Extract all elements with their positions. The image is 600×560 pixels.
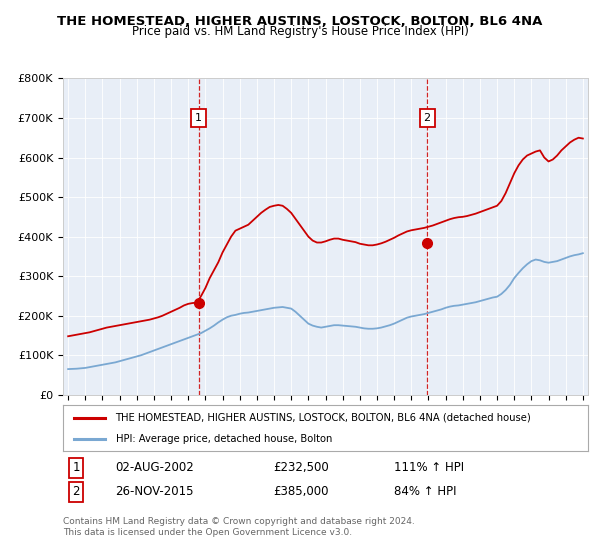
Text: 02-AUG-2002: 02-AUG-2002 bbox=[115, 461, 194, 474]
Text: £385,000: £385,000 bbox=[273, 486, 329, 498]
Text: 2: 2 bbox=[424, 113, 431, 123]
Text: 2: 2 bbox=[73, 486, 80, 498]
Text: Price paid vs. HM Land Registry's House Price Index (HPI): Price paid vs. HM Land Registry's House … bbox=[131, 25, 469, 38]
Text: This data is licensed under the Open Government Licence v3.0.: This data is licensed under the Open Gov… bbox=[63, 528, 352, 536]
Text: 84% ↑ HPI: 84% ↑ HPI bbox=[394, 486, 456, 498]
Text: HPI: Average price, detached house, Bolton: HPI: Average price, detached house, Bolt… bbox=[115, 435, 332, 444]
Text: £232,500: £232,500 bbox=[273, 461, 329, 474]
Text: THE HOMESTEAD, HIGHER AUSTINS, LOSTOCK, BOLTON, BL6 4NA (detached house): THE HOMESTEAD, HIGHER AUSTINS, LOSTOCK, … bbox=[115, 413, 531, 423]
Text: Contains HM Land Registry data © Crown copyright and database right 2024.: Contains HM Land Registry data © Crown c… bbox=[63, 517, 415, 526]
Text: THE HOMESTEAD, HIGHER AUSTINS, LOSTOCK, BOLTON, BL6 4NA: THE HOMESTEAD, HIGHER AUSTINS, LOSTOCK, … bbox=[58, 15, 542, 27]
Text: 1: 1 bbox=[195, 113, 202, 123]
Text: 111% ↑ HPI: 111% ↑ HPI bbox=[394, 461, 464, 474]
Text: 26-NOV-2015: 26-NOV-2015 bbox=[115, 486, 194, 498]
Text: 1: 1 bbox=[73, 461, 80, 474]
